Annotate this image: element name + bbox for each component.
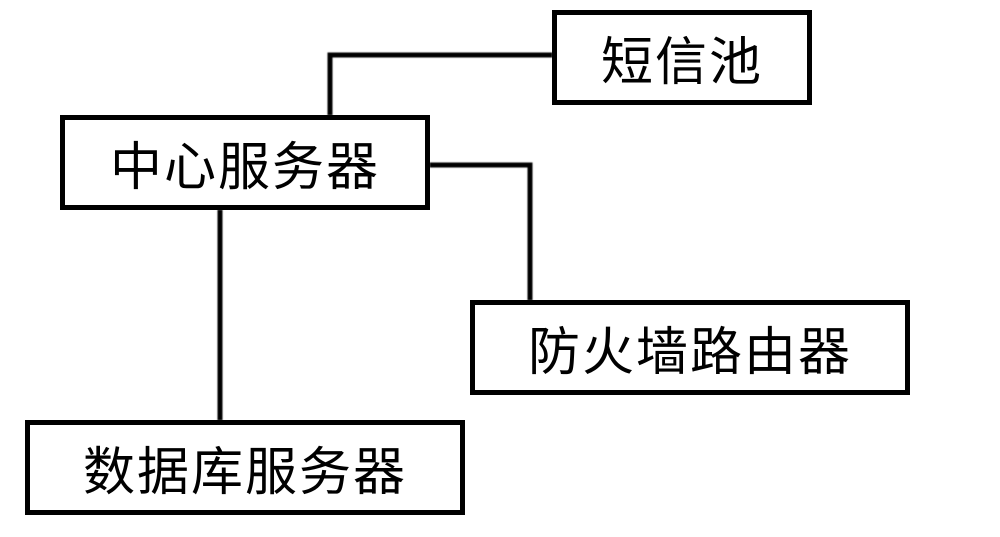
node-firewall-router-label: 防火墙路由器 xyxy=(528,310,852,385)
node-central-server: 中心服务器 xyxy=(60,115,430,210)
node-central-server-label: 中心服务器 xyxy=(110,125,380,200)
node-db-server: 数据库服务器 xyxy=(25,420,465,515)
node-db-server-label: 数据库服务器 xyxy=(83,430,407,505)
node-sms-pool: 短信池 xyxy=(552,10,812,105)
node-sms-pool-label: 短信池 xyxy=(601,20,763,95)
node-firewall-router: 防火墙路由器 xyxy=(470,300,910,395)
